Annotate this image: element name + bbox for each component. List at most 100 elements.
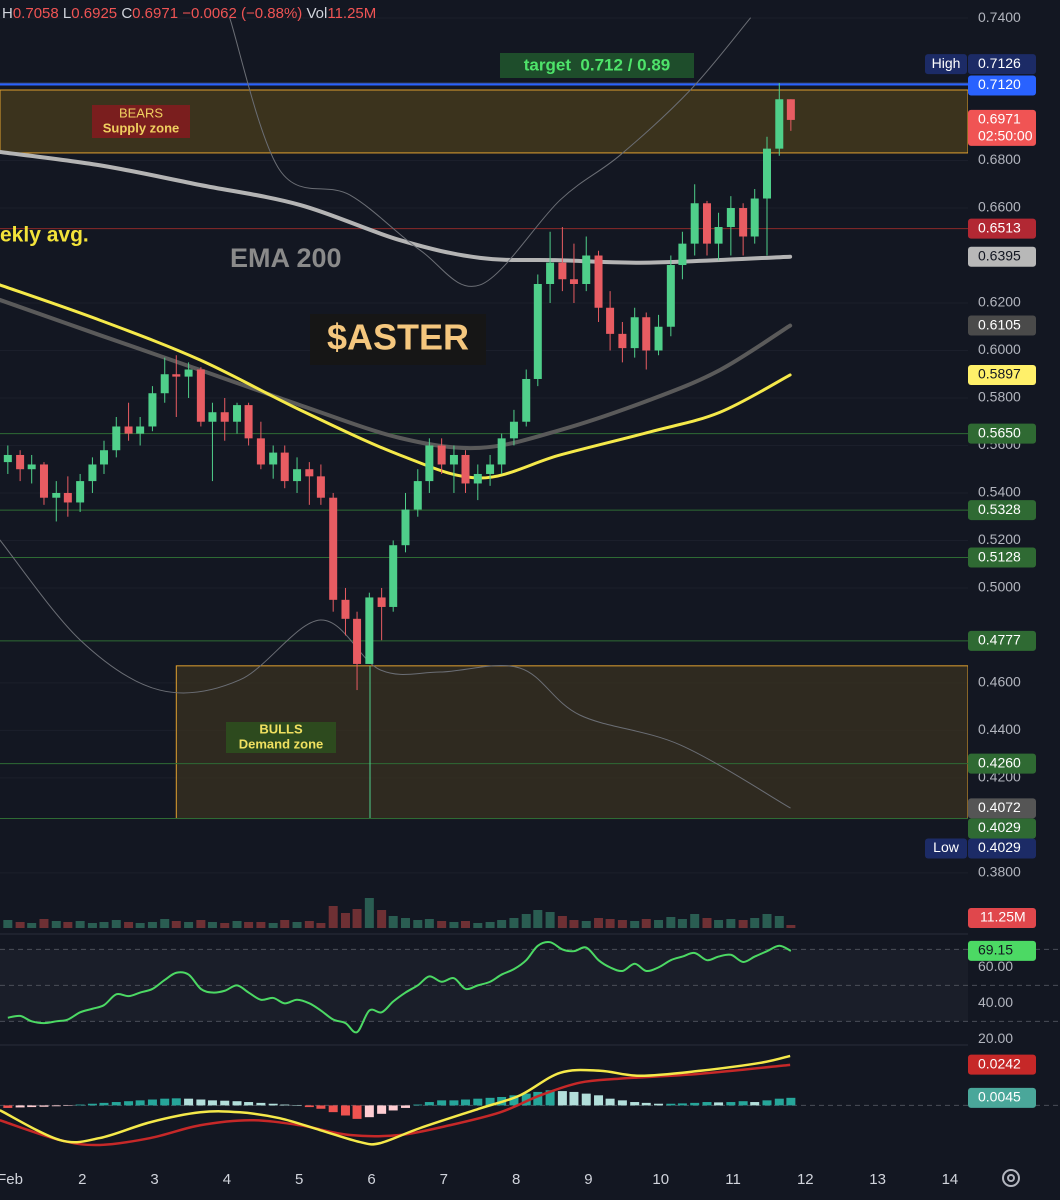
volume-bar [581,921,591,928]
volume-bar [594,918,604,928]
volume-bar [160,919,170,928]
volume-bar [268,923,278,928]
y-tick-label: 0.5800 [978,389,1021,405]
volume-bar [726,919,736,928]
candle-body [775,99,784,149]
volume-bar [75,921,85,928]
x-tick-label: Feb [0,1171,23,1188]
volume-bar [196,920,206,928]
candle-body [172,374,181,377]
macd-histogram-bar [677,1103,687,1106]
macd-histogram-bar [750,1102,760,1106]
macd-histogram-bar [545,1090,555,1106]
macd-histogram-bar [666,1103,676,1106]
volume-bar [497,920,507,928]
x-tick-label: 6 [367,1171,375,1188]
macd-histogram-bar [268,1103,278,1106]
candle-body [750,198,759,237]
x-tick-label: 10 [652,1171,669,1188]
ema-label: EMA 200 [230,243,342,273]
macd-histogram-bar [641,1102,651,1106]
price-tag-name-box [925,838,967,859]
x-tick-label: 2 [78,1171,86,1188]
candle-body [389,545,398,607]
macd-histogram-bar [533,1091,543,1106]
price-tag-name: High [932,55,961,71]
price-tag [968,630,1036,651]
price-tag-label: 0.5650 [978,424,1021,440]
overlay-line [0,297,793,451]
macd-histogram-bar [690,1102,700,1106]
volume-bar [3,920,13,928]
candle-body [763,148,772,199]
candle-body [76,481,85,503]
header-value: 0.7058 [13,5,59,22]
candle-body [293,469,302,482]
macd-histogram-bar [569,1091,579,1106]
candle-body [401,509,410,546]
volume-tag-label: 11.25M [980,909,1026,925]
header-key: C [121,5,132,22]
macd-histogram-bar [39,1105,49,1107]
volume-bar [449,922,459,928]
candle-body [594,255,603,308]
macd-histogram-bar [377,1105,387,1114]
rsi-tick-label: 60.00 [978,958,1013,974]
settings-gear-hub [1007,1174,1015,1182]
candle-body [112,426,121,451]
volume-bar [292,922,302,928]
volume-bar [413,920,423,928]
candle-body [606,307,615,334]
rsi-line [7,941,792,1034]
price-tag-name-box [925,54,967,75]
macd-histogram-bar [184,1098,194,1106]
volume-bar [15,922,25,928]
candle-body [522,378,531,422]
macd-histogram-bar [160,1098,170,1106]
volume-bar [569,920,579,928]
volume-bar [304,921,314,928]
volume-bar [147,922,157,928]
macd-histogram-bar [328,1105,338,1113]
candle-body [642,317,651,351]
candle-body [63,492,72,503]
volume-bar [377,910,387,928]
bears-box [92,105,190,138]
candle-body [377,597,386,607]
volume-bar [388,916,398,928]
header-key: H [2,5,13,22]
macd-histogram-bar [111,1102,121,1106]
candle-body [678,243,687,266]
candle-body [148,393,157,427]
price-tag [968,54,1036,75]
price-tag [968,753,1036,774]
candle-body [425,445,434,482]
volume-bar [557,916,567,928]
macd-histogram-bar [726,1102,736,1106]
macd-histogram-bar [304,1105,314,1108]
price-tag [968,246,1036,267]
price-tag-label: 0.6513 [978,219,1021,235]
ohlc-header: H0.7058 L0.6925 C0.6971 −0.0062 (−0.88%)… [2,5,380,22]
volume-bar [232,921,242,928]
candle-body [316,476,325,498]
rsi-tag [968,940,1036,961]
macd-histogram-bar [702,1102,712,1106]
settings-icon[interactable] [1002,1169,1020,1187]
macd-histogram-bar [594,1095,604,1106]
macd-histogram-bar [15,1105,25,1108]
price-tag-label: 0.7120 [978,76,1021,92]
macd-histogram-bar [75,1104,85,1106]
volume-bar [702,918,712,928]
macd-histogram-bar [87,1103,97,1106]
ticker-box [310,314,486,365]
settings-gear[interactable] [1002,1169,1020,1187]
macd-tag [968,1054,1036,1075]
rsi-band [0,949,968,1022]
header-value: 11.25M [327,5,376,22]
candle-body [39,464,48,498]
macd-histogram-bar [340,1105,350,1116]
volume-bar [124,922,134,928]
volume-bar [328,906,338,928]
candle-body [569,279,578,285]
